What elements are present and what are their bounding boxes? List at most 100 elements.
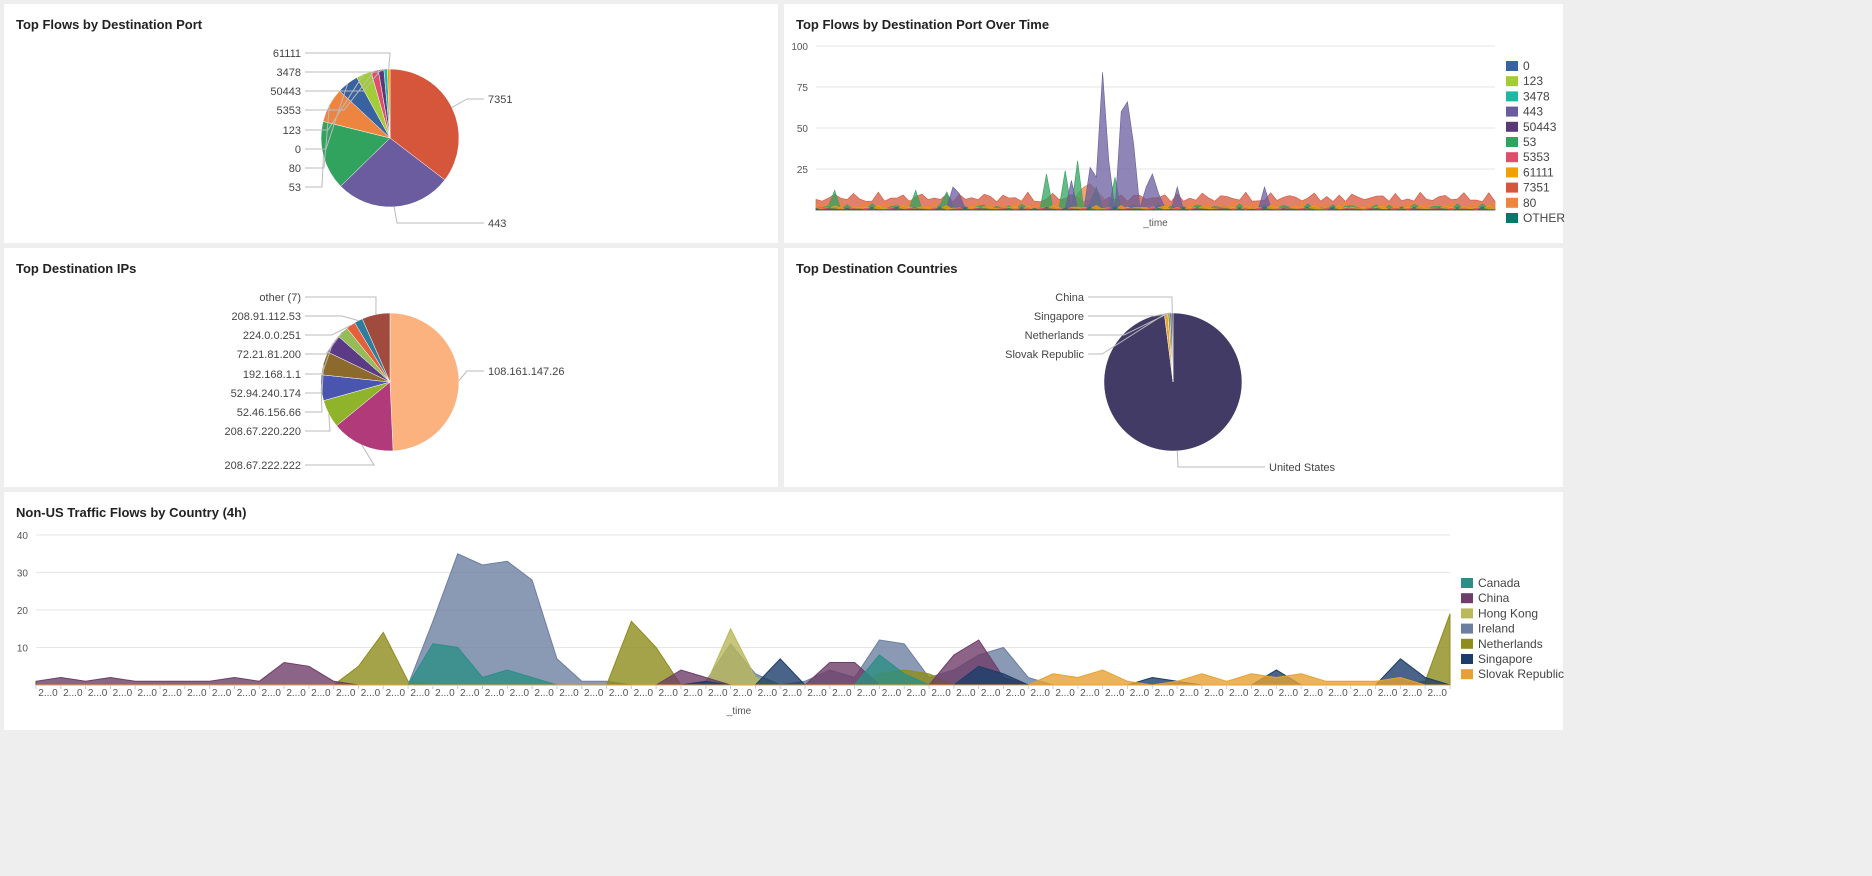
x-tick-label: 2...0 <box>63 688 83 699</box>
pie-leader-line <box>1088 312 1170 336</box>
legend-swatch[interactable] <box>1506 61 1518 71</box>
pie-slice-other-7-[interactable] <box>361 312 391 383</box>
pie-label: 208.67.220.220 <box>225 426 301 438</box>
pie-label: 72.21.81.200 <box>237 349 301 361</box>
x-tick-label: 2...0 <box>1353 688 1373 699</box>
legend-item[interactable]: China <box>1478 591 1510 605</box>
legend-swatch[interactable] <box>1506 121 1518 132</box>
legend-item[interactable]: 0 <box>1523 59 1530 73</box>
x-tick-label: 2...0 <box>1130 688 1150 699</box>
pie-slice-208-67-222-222[interactable] <box>336 381 394 452</box>
panel-ports-over-time: Top Flows by Destination Port Over Time … <box>784 4 1565 243</box>
legend-swatch[interactable] <box>1461 638 1473 649</box>
legend-item[interactable]: 123 <box>1523 74 1543 88</box>
x-tick-label: 2...0 <box>634 688 654 699</box>
legend-swatch[interactable] <box>1506 182 1518 193</box>
legend-swatch[interactable] <box>1506 91 1518 102</box>
legend-item[interactable]: 3478 <box>1523 89 1550 103</box>
pie-leader-line <box>393 206 484 224</box>
x-tick-label: 2...0 <box>1055 688 1075 699</box>
legend-item[interactable]: Slovak Republic <box>1478 667 1564 681</box>
legend-item[interactable]: 443 <box>1523 105 1543 119</box>
x-tick-label: 2...0 <box>162 688 182 699</box>
x-tick-label: 2...0 <box>187 688 207 699</box>
legend-swatch[interactable] <box>1506 197 1518 208</box>
x-tick-label: 2...0 <box>807 688 827 699</box>
x-tick-label: 2...0 <box>485 688 505 699</box>
pie-label: 3478 <box>277 67 301 79</box>
legend-item[interactable]: 7351 <box>1523 181 1550 195</box>
legend-swatch[interactable] <box>1506 106 1518 117</box>
pie-leader-line <box>305 331 343 355</box>
legend-item[interactable]: Ireland <box>1478 622 1515 636</box>
pie-label: 192.168.1.1 <box>243 369 301 381</box>
legend-swatch[interactable] <box>1461 623 1473 634</box>
pie-leader-line <box>451 98 484 108</box>
x-tick-label: 2...0 <box>1427 688 1447 699</box>
pie-leader-line <box>305 315 359 322</box>
legend-item[interactable]: 61111 <box>1523 165 1554 179</box>
pie-leader-line <box>305 343 333 375</box>
countries-pie-chart: United States Slovak Republic Netherlands S… <box>1005 292 1336 474</box>
legend-swatch[interactable] <box>1461 608 1473 619</box>
legend-swatch[interactable] <box>1506 167 1518 178</box>
y-tick-label: 50 <box>797 124 809 135</box>
legend-item[interactable]: Canada <box>1478 576 1520 590</box>
legend-swatch[interactable] <box>1506 137 1518 147</box>
x-tick-label: 2...0 <box>832 688 852 699</box>
panel-dest-ips: Top Destination IPs 108.161.147.26 208.67… <box>4 248 778 487</box>
x-tick-label: 2...0 <box>410 688 430 699</box>
pie-slice-7351[interactable] <box>389 68 460 181</box>
panel-ports-pie: Top Flows by Destination Port 7351 443 53 8… <box>4 4 778 243</box>
pie-leader-line <box>305 324 351 336</box>
pie-label: other (7) <box>259 292 301 304</box>
legend-swatch[interactable] <box>1461 593 1473 604</box>
x-tick-label: 2...0 <box>88 688 108 699</box>
pie-label: 208.91.112.53 <box>231 311 301 323</box>
legend-swatch[interactable] <box>1506 152 1518 163</box>
legend-item[interactable]: 80 <box>1523 196 1537 210</box>
area-series-hong-kong[interactable] <box>36 627 1450 686</box>
legend-item[interactable]: 53 <box>1523 135 1537 149</box>
x-tick-label: 2...0 <box>336 688 356 699</box>
x-tick-label: 2...0 <box>758 688 778 699</box>
legend-item[interactable]: Hong Kong <box>1478 606 1538 620</box>
legend-item[interactable]: OTHER <box>1523 211 1565 225</box>
legend-swatch[interactable] <box>1506 213 1518 223</box>
pie-label: 443 <box>488 218 506 230</box>
legend-swatch[interactable] <box>1506 76 1518 87</box>
x-tick-label: 2...0 <box>559 688 579 699</box>
x-tick-label: 2...0 <box>311 688 331 699</box>
x-tick-label: 2...0 <box>1006 688 1026 699</box>
x-axis-label: _time <box>1142 218 1168 229</box>
legend-item[interactable]: Singapore <box>1478 652 1533 666</box>
legend-item[interactable]: 50443 <box>1523 120 1557 134</box>
legend-item[interactable]: 5353 <box>1523 150 1550 164</box>
pie-slice-53[interactable] <box>320 121 391 187</box>
pie-leader-line <box>305 68 386 73</box>
pie-label: United States <box>1269 462 1336 474</box>
legend-item[interactable]: Netherlands <box>1478 637 1543 651</box>
pie-slice-443[interactable] <box>340 137 446 208</box>
legend-swatch[interactable] <box>1461 578 1473 588</box>
x-tick-label: 2...0 <box>1155 688 1175 699</box>
area-series-port-other[interactable] <box>815 208 1496 211</box>
x-tick-label: 2...0 <box>609 688 629 699</box>
pie-label: 0 <box>295 144 301 156</box>
pie-slice-108-161-147-26[interactable] <box>389 312 460 452</box>
panel-title: Top Destination Countries <box>796 261 958 276</box>
x-tick-label: 2...0 <box>882 688 902 699</box>
pie-slice-china[interactable] <box>1171 312 1174 383</box>
pie-leader-line <box>305 363 325 394</box>
pie-slice-61111[interactable] <box>387 68 391 139</box>
x-tick-label: 2...0 <box>237 688 257 699</box>
x-tick-label: 2...0 <box>137 688 157 699</box>
pie-label: Slovak Republic <box>1005 349 1084 361</box>
legend-swatch[interactable] <box>1461 669 1473 680</box>
area-series-port-443[interactable] <box>815 72 1496 211</box>
legend-swatch[interactable] <box>1461 654 1473 664</box>
pie-label: Netherlands <box>1025 330 1085 342</box>
ips-pie-chart: 108.161.147.26 208.67.222.222 208.67.220.2… <box>225 292 565 472</box>
pie-leader-line <box>305 156 324 188</box>
pie-label: 7351 <box>488 94 512 106</box>
